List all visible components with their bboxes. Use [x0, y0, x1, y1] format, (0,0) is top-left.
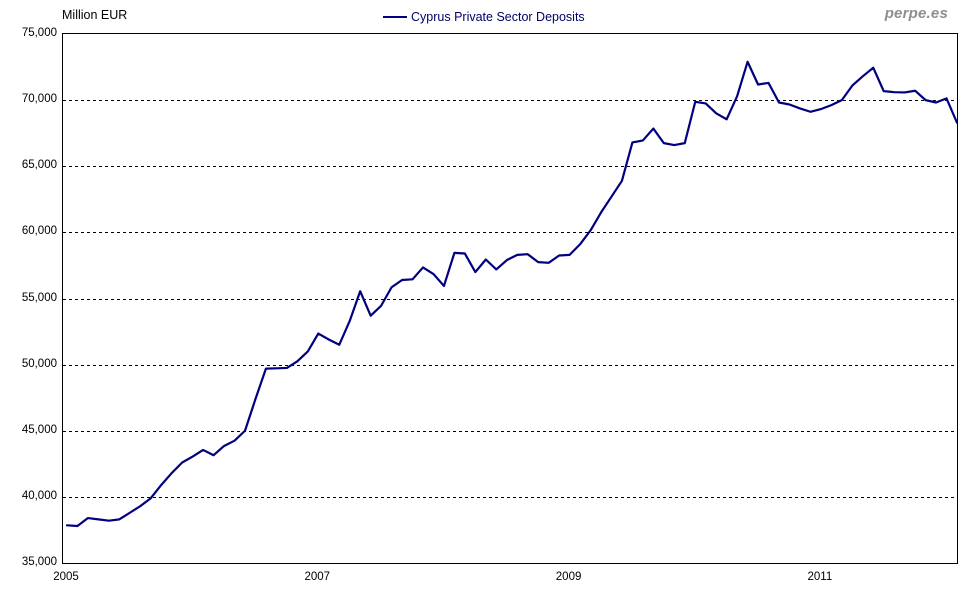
legend-label: Cyprus Private Sector Deposits — [411, 10, 585, 24]
x-tick-2011: 2011 — [807, 571, 833, 583]
y-tick-45000: 45,000 — [21, 423, 57, 436]
deposits-line-chart — [63, 60, 957, 528]
y-tick-75000: 75,000 — [21, 27, 57, 39]
y-tick-65000: 65,000 — [21, 159, 57, 172]
x-tick-2005: 2005 — [53, 571, 79, 583]
legend: Cyprus Private Sector Deposits — [383, 8, 585, 26]
watermark: perpe.es — [884, 5, 948, 22]
y-axis-title: Million EUR — [62, 8, 128, 22]
deposits-series-line — [65, 60, 957, 528]
y-tick-60000: 60,000 — [21, 225, 57, 238]
y-tick-50000: 50,000 — [21, 357, 57, 370]
legend-line-swatch — [383, 16, 407, 18]
y-tick-55000: 55,000 — [21, 291, 57, 304]
x-tick-2007: 2007 — [304, 571, 331, 583]
x-tick-2009: 2009 — [555, 571, 582, 583]
y-tick-35000: 35,000 — [21, 556, 57, 568]
plot-area — [62, 33, 958, 564]
y-tick-70000: 70,000 — [21, 93, 57, 106]
y-tick-40000: 40,000 — [21, 489, 57, 502]
